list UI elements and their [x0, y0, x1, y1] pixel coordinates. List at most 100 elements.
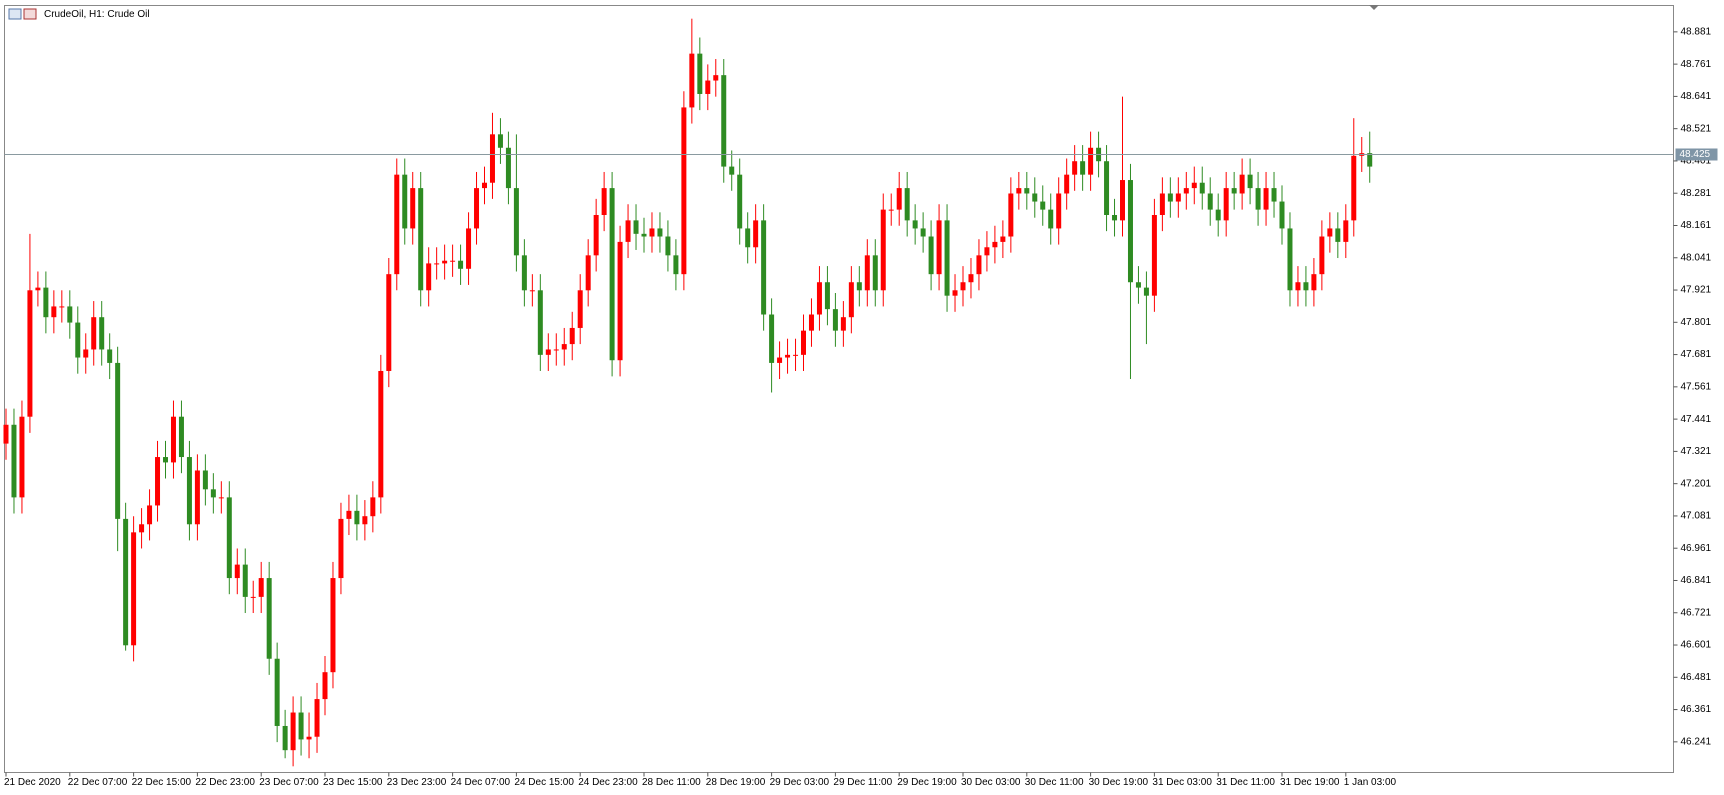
candle-body — [904, 188, 910, 221]
candle-body — [43, 287, 49, 318]
candle-body — [785, 354, 791, 358]
candle-body — [1343, 220, 1349, 242]
candle-body — [777, 357, 783, 363]
candle-body — [1135, 282, 1141, 288]
candle-body — [657, 228, 663, 237]
candle-body — [1223, 188, 1229, 221]
candle-body — [601, 188, 607, 215]
candle-body — [561, 344, 567, 350]
y-tick-label: 47.561 — [1681, 381, 1712, 392]
y-tick-label: 47.801 — [1681, 317, 1712, 328]
candle-body — [91, 317, 97, 350]
candle-body — [290, 712, 296, 751]
candle-body — [816, 282, 822, 315]
candle-body — [505, 147, 511, 189]
candle-body — [1207, 193, 1213, 210]
x-tick-label: 22 Dec 15:00 — [132, 777, 192, 788]
candle-body — [1151, 214, 1157, 296]
x-tick-label: 1 Jan 03:00 — [1344, 777, 1397, 788]
candle-body — [418, 188, 424, 291]
candle-body — [944, 220, 950, 296]
candle-body — [322, 672, 328, 700]
candle-body — [1215, 209, 1221, 221]
candle-body — [218, 497, 224, 499]
candle-body — [378, 370, 384, 498]
candle-body — [1008, 193, 1014, 237]
candle-body — [1024, 188, 1030, 194]
candle-body — [585, 255, 591, 291]
candle-body — [11, 424, 17, 498]
x-tick-label: 23 Dec 07:00 — [259, 777, 319, 788]
candle-body — [234, 564, 240, 579]
candle-body — [832, 309, 838, 331]
candle-body — [1311, 274, 1317, 291]
x-tick-label: 22 Dec 07:00 — [68, 777, 128, 788]
candle-body — [330, 578, 336, 673]
candle-body — [1167, 193, 1173, 202]
candle-body — [346, 510, 352, 519]
candle-body — [1104, 161, 1110, 215]
candle-body — [721, 75, 727, 167]
candle-body — [864, 255, 870, 291]
y-tick-label: 46.841 — [1681, 575, 1712, 586]
candle-body — [984, 247, 990, 256]
candle-body — [314, 699, 320, 737]
candle-body — [625, 220, 631, 242]
candle-body — [713, 75, 719, 81]
candle-body — [99, 317, 105, 350]
candle-body — [338, 518, 344, 579]
candle-body — [705, 80, 711, 94]
candle-body — [673, 255, 679, 275]
candle-body — [1175, 193, 1181, 202]
chart-title: CrudeOil, H1: Crude Oil — [44, 9, 150, 20]
candle-body — [1295, 282, 1301, 291]
x-tick-label: 28 Dec 19:00 — [706, 777, 766, 788]
candle-body — [920, 228, 926, 237]
candle-body — [1319, 236, 1325, 275]
plot-frame — [4, 5, 1674, 773]
candle-body — [529, 290, 535, 292]
candle-body — [936, 220, 942, 275]
candle-body — [362, 516, 368, 525]
candle-body — [992, 241, 998, 248]
x-tick-label: 22 Dec 23:00 — [195, 777, 255, 788]
candle-body — [912, 220, 918, 229]
candle-body — [210, 489, 216, 498]
current-price-box — [1675, 148, 1718, 161]
candle-body — [434, 263, 440, 265]
candle-body — [1072, 161, 1078, 175]
candle-body — [952, 290, 958, 296]
x-tick-label: 31 Dec 03:00 — [1152, 777, 1212, 788]
y-tick-label: 47.441 — [1681, 414, 1712, 425]
candle-body — [537, 290, 543, 355]
candle-body — [1032, 193, 1038, 202]
candle-body — [1231, 188, 1237, 194]
candle-body — [186, 457, 192, 525]
y-tick-label: 46.601 — [1681, 640, 1712, 651]
candle-body — [880, 209, 886, 291]
candle-body — [1263, 188, 1269, 210]
x-tick-label: 23 Dec 23:00 — [387, 777, 447, 788]
y-tick-label: 48.401 — [1681, 156, 1712, 167]
candle-body — [1143, 287, 1149, 296]
candle-body — [689, 53, 695, 108]
y-tick-label: 48.521 — [1681, 123, 1712, 134]
candle-body — [681, 107, 687, 275]
x-tick-label: 31 Dec 11:00 — [1216, 777, 1275, 788]
candle-body — [226, 497, 232, 579]
candle-body — [370, 497, 376, 517]
candle-body — [147, 505, 153, 525]
candle-body — [115, 362, 121, 519]
candle-body — [1191, 182, 1197, 189]
candle-body — [513, 188, 519, 256]
candle-body — [609, 188, 615, 361]
candle-body — [665, 236, 671, 256]
x-tick-label: 31 Dec 19:00 — [1280, 777, 1340, 788]
candle-body — [466, 228, 472, 269]
candle-body — [298, 712, 304, 740]
candle-body — [769, 314, 775, 363]
x-tick-label: 30 Dec 19:00 — [1089, 777, 1149, 788]
candle-body — [242, 564, 248, 597]
candle-body — [258, 578, 264, 597]
